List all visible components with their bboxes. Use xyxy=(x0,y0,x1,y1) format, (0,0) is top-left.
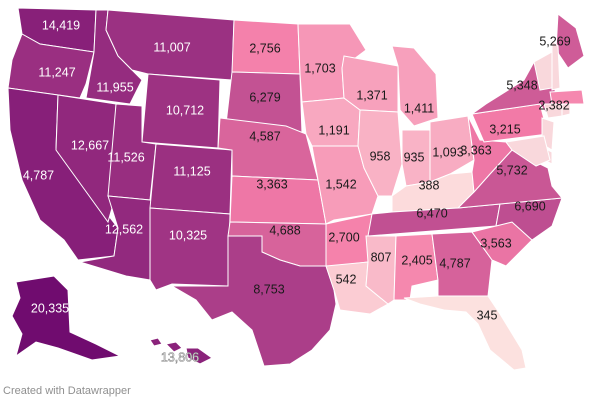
state-ri[interactable] xyxy=(561,103,571,117)
value-label-fl: 345 xyxy=(477,308,498,322)
value-label-wa: 14,419 xyxy=(42,18,80,32)
state-shapes xyxy=(7,7,585,371)
value-label-wv: 3,363 xyxy=(460,143,491,157)
value-label-nv: 12,667 xyxy=(71,138,109,152)
value-label-ne: 4,587 xyxy=(249,129,280,143)
state-ma[interactable] xyxy=(549,89,585,105)
state-ak[interactable] xyxy=(11,275,122,361)
value-label-wi: 1,371 xyxy=(356,88,387,102)
value-label-la: 542 xyxy=(336,272,357,286)
value-label-ny: 5,348 xyxy=(506,78,537,92)
value-label-al: 2,405 xyxy=(401,253,432,267)
datawrapper-credit[interactable]: Created with Datawrapper xyxy=(3,385,131,397)
value-label-ca: 14,787 xyxy=(16,168,54,182)
value-label-sc: 3,563 xyxy=(480,236,511,250)
value-label-ga: 4,787 xyxy=(439,256,470,270)
value-label-ks: 3,363 xyxy=(256,177,287,191)
value-label-va: 5,732 xyxy=(496,163,527,177)
value-label-mo: 1,542 xyxy=(325,177,356,191)
value-label-sd: 6,279 xyxy=(249,90,280,104)
state-il[interactable] xyxy=(357,109,403,197)
value-label-wy: 10,712 xyxy=(166,103,204,117)
value-label-me: 5,269 xyxy=(539,34,570,48)
value-label-ut: 11,526 xyxy=(107,150,144,164)
value-label-ma: 2,382 xyxy=(538,98,569,112)
value-label-in: 935 xyxy=(404,150,425,164)
value-label-ok: 4,688 xyxy=(269,223,300,237)
state-nv[interactable] xyxy=(55,94,117,224)
value-label-pa: 3,215 xyxy=(489,122,520,136)
state-value-labels: 14,419 11,247 14,787 12,667 11,955 11,007 10,7… xyxy=(16,18,571,364)
value-label-nm: 10,325 xyxy=(169,228,207,242)
value-label-oh: 1,093 xyxy=(432,145,463,159)
value-label-or: 11,247 xyxy=(38,65,75,79)
value-label-ia: 1,191 xyxy=(318,123,349,137)
value-label-nd: 2,756 xyxy=(249,41,280,55)
value-label-nc: 6,690 xyxy=(514,199,545,213)
state-mi[interactable] xyxy=(391,45,439,127)
state-co[interactable] xyxy=(149,143,233,215)
state-vt[interactable] xyxy=(533,51,553,91)
state-fl[interactable] xyxy=(403,295,527,371)
value-label-mn: 1,703 xyxy=(304,61,335,75)
state-md[interactable] xyxy=(505,135,551,167)
state-oh[interactable] xyxy=(429,115,475,183)
value-label-ky: 388 xyxy=(419,178,440,192)
value-label-az: 12,562 xyxy=(105,222,143,236)
value-label-tn: 6,470 xyxy=(416,206,447,220)
value-label-mi: 1,411 xyxy=(404,101,434,115)
value-label-ms: 807 xyxy=(371,250,392,264)
state-hi[interactable] xyxy=(149,337,213,365)
value-label-il: 958 xyxy=(370,149,391,163)
value-label-hi: 13,806 xyxy=(161,350,199,364)
state-ne[interactable] xyxy=(217,117,319,181)
value-label-ak: 20,335 xyxy=(31,301,69,315)
value-label-mt: 11,007 xyxy=(153,40,190,54)
state-ia[interactable] xyxy=(301,97,361,147)
value-label-ar: 2,700 xyxy=(328,230,359,244)
state-tx[interactable] xyxy=(170,235,337,367)
state-nm[interactable] xyxy=(149,207,231,291)
value-label-id: 11,955 xyxy=(96,80,133,94)
state-or[interactable] xyxy=(7,33,95,99)
value-label-co: 11,125 xyxy=(173,164,210,178)
value-label-tx: 8,753 xyxy=(253,282,284,296)
